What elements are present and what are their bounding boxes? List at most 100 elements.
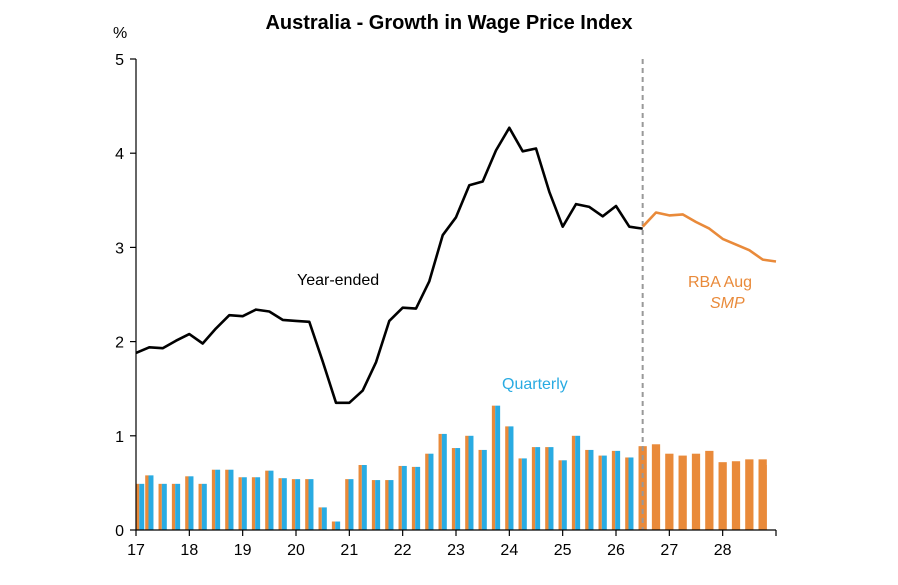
- quarterly-bar: [241, 477, 247, 530]
- quarterly-bar: [295, 479, 301, 530]
- quarterly-bar: [598, 455, 602, 530]
- x-tick-label: 20: [287, 542, 305, 559]
- quarterly-bar: [571, 435, 576, 530]
- forecast-bar: [758, 465, 767, 530]
- quarterly-bar: [615, 450, 621, 530]
- forecast-bar: [718, 462, 727, 530]
- quarterly-bar: [625, 457, 629, 530]
- quarterly-bar: [228, 469, 234, 530]
- quarterly-bar: [495, 405, 501, 530]
- quarterly-bar: [601, 455, 607, 530]
- forecast-line: [641, 211, 777, 263]
- x-tick-label: 21: [340, 542, 358, 559]
- x-tick-label: 28: [714, 542, 732, 559]
- quarterly-bar: [545, 447, 549, 530]
- quarterly-bar: [548, 447, 554, 530]
- quarterly-bar: [308, 479, 314, 530]
- quarterly-bar: [148, 475, 154, 530]
- quarterly-bar: [508, 426, 514, 530]
- forecast-bar: [705, 450, 714, 530]
- y-tick-label: 5: [115, 52, 124, 69]
- y-tick-label: 3: [115, 240, 124, 257]
- quarterly-bar: [535, 447, 541, 530]
- forecast-label-line1: RBA Aug: [688, 274, 752, 291]
- quarterly-bar: [215, 469, 221, 530]
- quarterly-bar: [491, 405, 496, 530]
- quarterly-bar: [411, 466, 416, 530]
- x-tick-label: 26: [607, 542, 625, 559]
- quarterly-bar: [401, 465, 407, 530]
- chart-labels: % Year-ended Quarterly RBA Aug SMP: [113, 25, 752, 393]
- quarterly-bar: [198, 483, 202, 530]
- quarterly-bar: [158, 483, 162, 530]
- y-axis-unit-label: %: [113, 25, 127, 42]
- quarterly-bar: [505, 426, 509, 530]
- quarterly-bar: [268, 470, 274, 530]
- quarterly-bars: [136, 405, 767, 530]
- quarterly-bar: [225, 469, 229, 530]
- quarterly-bar: [585, 449, 589, 530]
- quarterly-bar: [331, 521, 336, 530]
- forecast-bar: [665, 453, 674, 530]
- x-tick-label: 17: [127, 542, 145, 559]
- quarterly-bar: [465, 435, 469, 530]
- y-tick-label: 1: [115, 429, 124, 446]
- y-tick-label: 0: [115, 523, 124, 540]
- forecast-label-line2: SMP: [710, 295, 745, 312]
- line-series: [135, 59, 777, 530]
- quarterly-bar: [255, 477, 261, 530]
- quarterly-bar: [161, 483, 167, 530]
- quarterly-bar: [211, 469, 216, 530]
- x-tick-label: 22: [394, 542, 412, 559]
- quarterly-bar: [201, 483, 207, 530]
- forecast-bar: [678, 455, 687, 530]
- quarterly-bar: [558, 460, 562, 530]
- quarterly-bar: [451, 448, 456, 530]
- quarterly-bar: [455, 448, 461, 530]
- quarterly-bar: [481, 449, 487, 530]
- quarterly-bar: [145, 475, 149, 530]
- x-tick-label: 18: [180, 542, 198, 559]
- quarterly-bar: [428, 453, 434, 530]
- quarterly-bar: [441, 433, 447, 530]
- quarterly-bar: [561, 460, 567, 530]
- year-ended-label: Year-ended: [297, 272, 379, 289]
- quarterly-bar: [291, 479, 296, 530]
- quarterly-bar: [375, 480, 381, 530]
- forecast-bar: [731, 461, 741, 530]
- y-tick-label: 2: [115, 335, 124, 352]
- quarterly-bar: [611, 450, 616, 530]
- forecast-bar: [745, 459, 754, 530]
- forecast-bar: [691, 453, 701, 530]
- quarterly-bar: [348, 479, 354, 530]
- quarterly-bar: [318, 507, 322, 530]
- quarterly-bar: [438, 433, 442, 530]
- quarterly-bar: [345, 479, 349, 530]
- y-tick-label: 4: [115, 146, 124, 163]
- quarterly-bar: [265, 470, 269, 530]
- quarterly-bar: [251, 477, 256, 530]
- year-ended-line: [135, 126, 643, 405]
- quarterly-bar: [425, 453, 429, 530]
- quarterly-bar: [171, 483, 176, 530]
- quarterly-bar: [531, 447, 536, 530]
- x-tick-label: 25: [554, 542, 572, 559]
- quarterly-bar: [321, 507, 327, 530]
- quarterly-label: Quarterly: [502, 376, 568, 393]
- quarterly-bar: [478, 449, 482, 530]
- chart-title: Australia - Growth in Wage Price Index: [265, 12, 633, 34]
- x-tick-label: 24: [500, 542, 518, 559]
- quarterly-bar: [188, 476, 194, 530]
- x-tick-label: 19: [234, 542, 252, 559]
- quarterly-bar: [575, 435, 581, 530]
- quarterly-bar: [388, 480, 394, 530]
- quarterly-bar: [281, 478, 287, 530]
- quarterly-bar: [335, 521, 341, 530]
- quarterly-bar: [415, 466, 421, 530]
- quarterly-bar: [398, 465, 402, 530]
- forecast-bar: [638, 446, 647, 530]
- quarterly-bar: [139, 483, 145, 530]
- quarterly-bar: [518, 458, 522, 530]
